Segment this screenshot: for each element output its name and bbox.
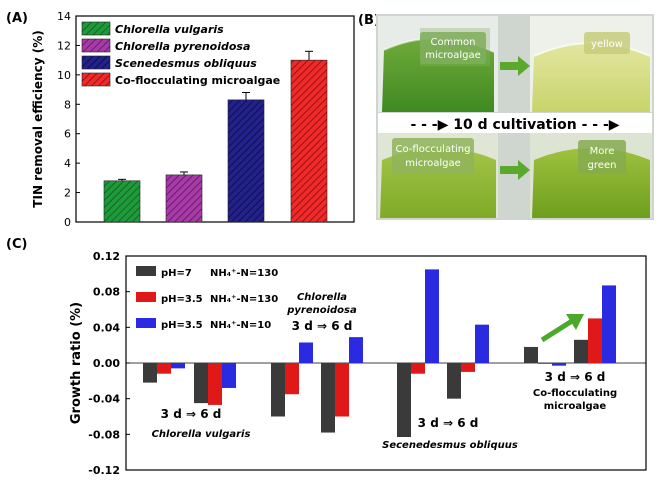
- chart-a-legend-label: Chlorella pyrenoidosa: [115, 40, 250, 53]
- chart-a-ytick-label: 8: [64, 98, 71, 111]
- chart-a-legend-swatch: [81, 38, 111, 53]
- chart-c-bar: [538, 363, 552, 364]
- chart-c-legend-name: pH=7: [161, 268, 192, 279]
- chart-c-bar: [588, 318, 602, 363]
- chart-c-bar: [285, 363, 299, 395]
- chart-c-group-label: Co-flocculating: [533, 388, 617, 399]
- chart-c-ytick-label: 0.08: [93, 286, 120, 299]
- chart-c-bar: [171, 363, 185, 369]
- chart-c-legend-swatch: [136, 266, 156, 276]
- chart-a-legend-label: Scenedesmus obliquus: [115, 57, 257, 70]
- chart-c-bar: [552, 363, 566, 366]
- chart-c-bar: [602, 285, 616, 363]
- photo-common-label-2: microalgae: [425, 50, 481, 61]
- chart-c-ytick-label: -0.12: [88, 464, 120, 477]
- chart-c-bar: [157, 363, 171, 374]
- chart-a-bar: [103, 180, 141, 223]
- chart-c-period-label: 3 d ⇒ 6 d: [161, 407, 222, 421]
- chart-c-ytick-label: 0.00: [93, 357, 120, 370]
- chart-c-ytick-label: 0.12: [93, 250, 120, 263]
- chart-c-group-label: Chlorella vulgaris: [152, 429, 251, 440]
- chart-c-period-label: 3 d ⇒ 6 d: [418, 416, 479, 430]
- chart-a-ytick-label: 14: [57, 10, 71, 23]
- chart-c-ytick-label: 0.04: [93, 321, 120, 334]
- chart-c-legend-cond: NH₄⁺-N=130: [210, 294, 278, 305]
- chart-a-ylabel: TIN removal efficiency (%): [31, 30, 45, 207]
- chart-c-bar: [574, 339, 588, 363]
- chart-c-group-label: Chlorella: [297, 292, 347, 303]
- chart-c-bar: [271, 363, 285, 417]
- photo-more-green-label-2: green: [588, 160, 617, 171]
- chart-c-bar: [411, 363, 425, 374]
- chart-c-bar: [222, 363, 236, 388]
- chart-c: Growth ratio (%) -0.12 -0.08 -0.04 0.00 0.04…: [69, 250, 647, 477]
- chart-a-bar: [227, 99, 265, 223]
- chart-c-bar: [349, 337, 363, 363]
- arrow-right-icon: [500, 160, 530, 180]
- chart-c-bar: [321, 363, 335, 433]
- cultivation-banner: - - -▶ 10 d cultivation - - -▶: [410, 117, 619, 133]
- chart-a-legend-swatch: [81, 21, 111, 36]
- arrow-right-icon: [500, 56, 530, 76]
- photo-cof-label: Co-flocculating: [396, 144, 471, 155]
- chart-a-legend-label: Co-flocculating microalgae: [115, 74, 280, 87]
- photo-more-green-label: More: [590, 146, 615, 157]
- chart-c-group-label: microalgae: [544, 401, 607, 412]
- panel-b-photos: Common microalgae yellow Co-flocculating…: [376, 14, 654, 220]
- chart-c-group-label: Secenedesmus obliquus: [382, 440, 518, 451]
- chart-a-ytick-label: 4: [64, 157, 71, 170]
- chart-c-bar: [143, 363, 157, 383]
- chart-a-ytick-label: 10: [57, 69, 71, 82]
- chart-a-ytick-label: 2: [64, 187, 71, 200]
- trend-arrow-icon: [540, 318, 574, 343]
- chart-c-bar: [524, 346, 538, 363]
- chart-a-bar: [290, 59, 328, 223]
- chart-c-bar: [208, 363, 222, 405]
- chart-a-ytick-label: 0: [64, 216, 71, 229]
- chart-c-legend-cond: NH₄⁺-N=10: [210, 320, 271, 331]
- photo-common-label: Common: [430, 37, 475, 48]
- panel-b-label: (B): [358, 13, 380, 28]
- panel-a-label: (A): [6, 11, 28, 26]
- chart-c-bar: [194, 363, 208, 404]
- chart-c-group-label: pyrenoidosa: [286, 305, 357, 316]
- chart-c-legend-name: pH=3.5: [161, 320, 203, 331]
- chart-a-frame: [75, 15, 355, 223]
- chart-c-bar: [447, 363, 461, 399]
- chart-c-legend-name: pH=3.5: [161, 294, 203, 305]
- chart-c-bar: [335, 363, 349, 417]
- chart-a-ytick-label: 6: [64, 128, 71, 141]
- photo-yellow-label: yellow: [591, 39, 623, 50]
- chart-c-bar: [475, 324, 489, 363]
- chart-c-bar: [461, 363, 475, 372]
- chart-c-bar: [299, 342, 313, 363]
- chart-c-ytick-label: -0.04: [88, 393, 120, 406]
- chart-c-bar: [397, 363, 411, 438]
- chart-a-ytick-label: 12: [57, 39, 71, 52]
- trend-arrow-icon: [566, 314, 584, 330]
- chart-c-ylabel: Growth ratio (%): [69, 302, 84, 424]
- chart-c-period-label: 3 d ⇒ 6 d: [545, 370, 606, 384]
- chart-c-ytick-label: -0.08: [88, 428, 120, 441]
- chart-c-legend-swatch: [136, 292, 156, 302]
- chart-a: TIN removal efficiency (%) 0 2 4 6 8 10 12 14 C…: [31, 10, 355, 229]
- photo-yellow-flask: [530, 16, 652, 112]
- photo-cof-label-2: microalgae: [405, 158, 461, 169]
- chart-a-legend-swatch: [81, 72, 111, 87]
- chart-c-period-label: 3 d ⇒ 6 d: [292, 319, 353, 333]
- chart-a-legend-swatch: [81, 55, 111, 70]
- chart-c-legend-cond: NH₄⁺-N=130: [210, 268, 278, 279]
- chart-a-legend-label: Chlorella vulgaris: [115, 23, 224, 36]
- chart-c-bar: [425, 269, 439, 363]
- chart-a-bar: [165, 174, 203, 223]
- chart-c-legend-swatch: [136, 318, 156, 328]
- panel-c-label: (C): [6, 237, 27, 252]
